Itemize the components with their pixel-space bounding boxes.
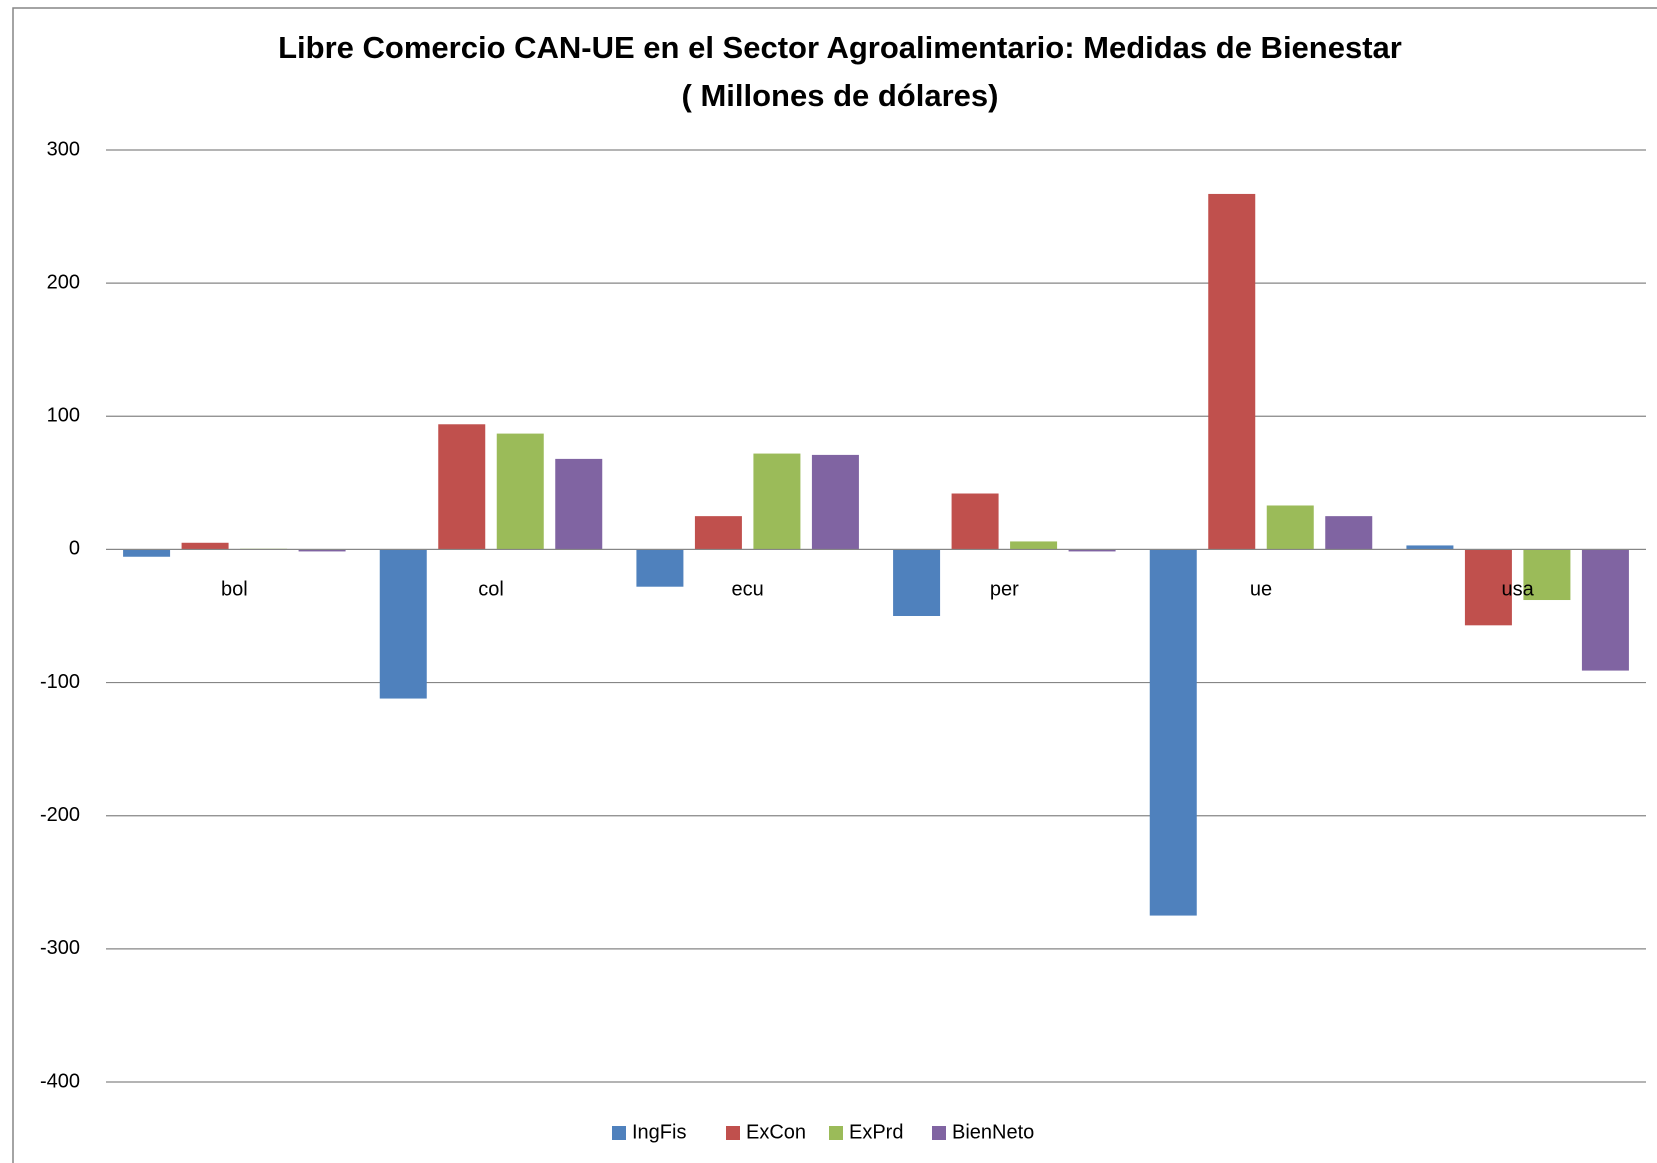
bar — [1149, 549, 1197, 916]
bar — [1523, 549, 1571, 601]
y-tick-label: 100 — [47, 405, 80, 427]
y-tick-label: 200 — [47, 271, 80, 293]
bar — [438, 424, 486, 550]
bar — [753, 453, 801, 550]
bar — [1406, 545, 1454, 550]
bar — [298, 549, 346, 552]
bar — [1266, 505, 1314, 550]
chart-frame — [12, 7, 1657, 1163]
bar — [379, 549, 427, 699]
bar — [811, 454, 859, 550]
bar — [1208, 193, 1256, 550]
chart-title: Libre Comercio CAN-UE en el Sector Agroa… — [278, 30, 1402, 65]
legend-label: IngFis — [632, 1121, 686, 1143]
y-tick-label: -100 — [40, 671, 80, 693]
bar — [1581, 549, 1629, 671]
bar — [1464, 549, 1512, 626]
bar — [1010, 541, 1058, 550]
x-tick-label: usa — [1502, 578, 1535, 600]
legend-swatch — [932, 1126, 946, 1140]
bar — [555, 458, 603, 550]
x-tick-label: bol — [221, 578, 248, 600]
x-tick-label: ecu — [732, 578, 764, 600]
bar — [181, 542, 229, 550]
x-tick-label: per — [990, 578, 1019, 600]
bar — [694, 516, 742, 550]
x-tick-label: ue — [1250, 578, 1272, 600]
y-tick-label: -200 — [40, 804, 80, 826]
legend-label: ExPrd — [849, 1121, 903, 1143]
bar — [1068, 549, 1116, 552]
bar — [893, 549, 941, 616]
x-tick-label: col — [478, 578, 504, 600]
legend-label: BienNeto — [952, 1121, 1034, 1143]
chart-subtitle: ( Millones de dólares) — [682, 78, 999, 113]
y-tick-label: -400 — [40, 1070, 80, 1092]
bar — [123, 549, 171, 557]
legend-swatch — [726, 1126, 740, 1140]
legend-label: ExCon — [746, 1121, 806, 1143]
legend-swatch — [829, 1126, 843, 1140]
bar — [951, 493, 999, 550]
y-tick-label: 300 — [47, 138, 80, 160]
y-tick-label: -300 — [40, 937, 80, 959]
bar — [1325, 516, 1373, 550]
bar — [636, 549, 684, 587]
legend-swatch — [612, 1126, 626, 1140]
bar — [496, 433, 544, 550]
y-tick-label: 0 — [69, 538, 80, 560]
